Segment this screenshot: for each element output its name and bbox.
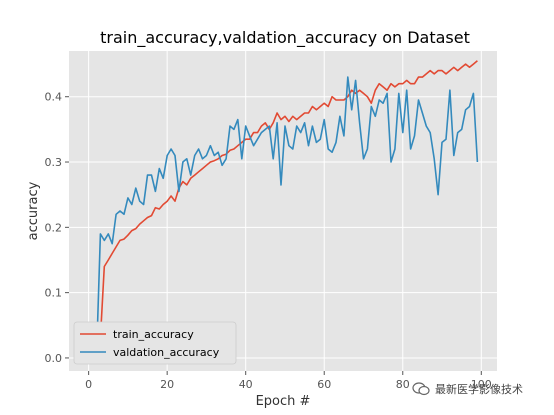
y-tick-label: 0.3 — [45, 156, 63, 169]
plot-area — [69, 51, 497, 371]
legend-label-validation: valdation_accuracy — [113, 346, 220, 359]
x-tick-label: 60 — [317, 378, 331, 391]
watermark: 最新医学影像技术 — [412, 378, 523, 400]
watermark-text: 最新医学影像技术 — [435, 383, 523, 396]
chart-title: train_accuracy,valdation_accuracy on Dat… — [100, 28, 470, 48]
wechat-icon — [412, 382, 430, 396]
y-tick-label: 0.1 — [45, 287, 63, 300]
legend: train_accuracy valdation_accuracy — [73, 321, 237, 365]
y-axis-label: accuracy — [26, 181, 41, 240]
y-tick-label: 0.2 — [45, 221, 63, 234]
series-lines — [95, 60, 479, 358]
train-accuracy-line — [99, 60, 478, 339]
x-tick-label: 80 — [396, 378, 410, 391]
x-tick-label: 40 — [239, 378, 253, 391]
y-tick-label: 0.4 — [45, 91, 63, 104]
x-tick-label: 0 — [85, 378, 92, 391]
ticks: 0 20 40 60 80 100 0.0 0.1 0.2 0.3 0.4 — [45, 91, 492, 391]
validation-accuracy-line — [95, 76, 479, 358]
y-tick-label: 0.0 — [45, 352, 63, 365]
legend-box — [73, 321, 237, 365]
x-axis-label: Epoch # — [256, 394, 311, 409]
x-tick-label: 100 — [471, 378, 492, 391]
legend-label-train: train_accuracy — [113, 328, 194, 341]
x-tick-label: 20 — [160, 378, 174, 391]
